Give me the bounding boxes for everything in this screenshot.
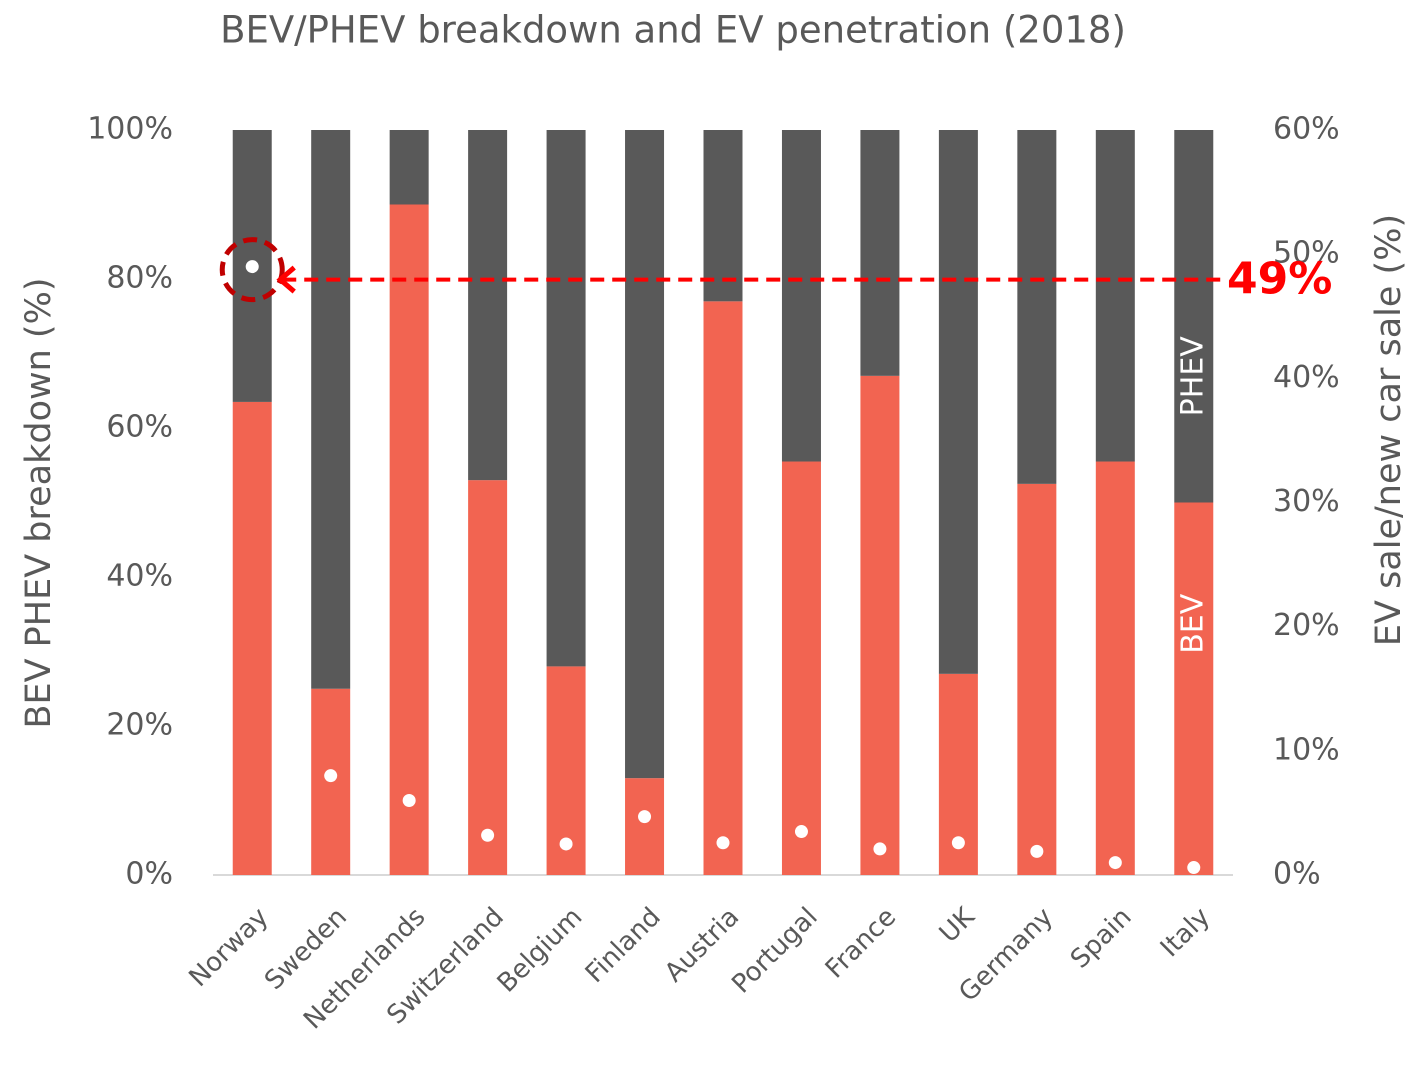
bar-segment [389, 204, 429, 875]
y2-axis-label: EV sale/new car sale (%) [1369, 214, 1409, 646]
bar-segment [468, 480, 508, 875]
penetration-dot [402, 794, 416, 807]
bar-segment [860, 375, 900, 875]
penetration-dot [1187, 861, 1201, 875]
x-tick-label: Portugal [726, 902, 823, 999]
y2-tick-label: 0% [1273, 857, 1321, 892]
annotation-arrow [276, 265, 296, 294]
x-tick-label: Finland [580, 902, 667, 989]
x-tick-label: UK [934, 901, 981, 948]
legend-label: PHEV [1175, 336, 1210, 417]
penetration-dot [638, 810, 652, 824]
y-tick-label: 60% [106, 410, 173, 445]
x-tick-label: Italy [1155, 902, 1216, 963]
bar-segment [468, 130, 508, 481]
bar-segment [1095, 461, 1135, 875]
bar-segment [1174, 502, 1214, 875]
penetration-dot [1030, 844, 1044, 858]
y2-tick-label: 30% [1273, 484, 1340, 519]
penetration-dot [1108, 856, 1122, 870]
x-tick-label: Spain [1065, 902, 1138, 975]
y2-tick-label: 60% [1273, 112, 1340, 147]
y-tick-label: 20% [106, 708, 173, 743]
penetration-dot [481, 828, 495, 842]
bar-segment [625, 778, 665, 875]
y2-tick-label: 20% [1273, 608, 1340, 643]
penetration-dot [794, 825, 808, 839]
highlight-circle [219, 237, 285, 303]
y-tick-label: 100% [87, 112, 173, 147]
bar-segment [703, 301, 743, 876]
penetration-dot [245, 260, 259, 274]
penetration-dot [873, 842, 887, 856]
y2-tick-label: 50% [1273, 236, 1340, 271]
y2-tick-label: 10% [1273, 732, 1340, 767]
penetration-dot [716, 836, 730, 850]
x-tick-label: France [820, 902, 902, 984]
chart-title: BEV/PHEV breakdown and EV penetration (2… [220, 9, 1126, 52]
bar-segment [311, 130, 351, 689]
penetration-dot [559, 837, 573, 851]
y-tick-label: 40% [106, 559, 173, 594]
bar-segment [781, 461, 821, 875]
legend-label: BEV [1175, 593, 1210, 654]
bar-segment [938, 130, 978, 674]
bar-segment [703, 130, 743, 302]
bar-segment [389, 130, 429, 205]
bar-segment [1095, 130, 1135, 462]
penetration-dot [951, 836, 965, 850]
y-tick-label: 80% [106, 261, 173, 296]
x-tick-label: Belgium [492, 902, 589, 999]
y2-tick-label: 40% [1273, 360, 1340, 395]
y-axis-label: BEV PHEV breakdown (%) [19, 277, 59, 728]
bar-segment [860, 130, 900, 376]
bar-segment [781, 130, 821, 462]
bar-segment [1174, 130, 1214, 503]
y-tick-label: 0% [125, 857, 173, 892]
bar-segment [232, 401, 272, 875]
bar-segment [625, 130, 665, 779]
penetration-dot [324, 769, 338, 783]
bar-segment [546, 130, 586, 667]
bar-segment [1017, 483, 1057, 875]
bar-segment [1017, 130, 1057, 484]
annotation-label: 49% [1227, 254, 1332, 305]
x-tick-label: Norway [184, 902, 275, 993]
